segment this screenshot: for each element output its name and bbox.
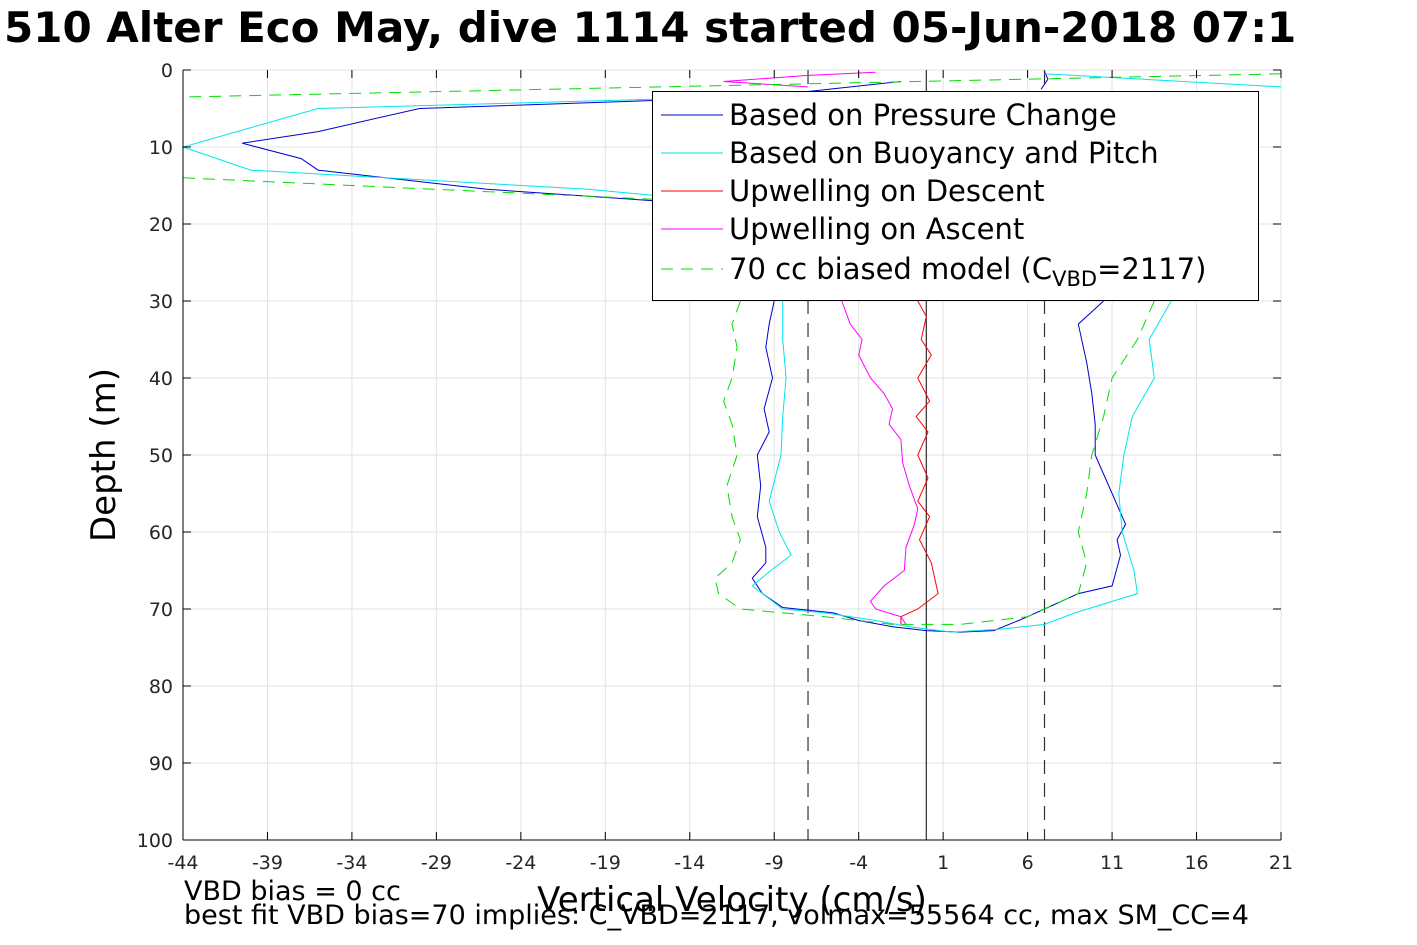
legend-item-upwelling-descent: Upwelling on Descent [653, 172, 1258, 210]
legend-label-pressure: Based on Pressure Change [729, 98, 1117, 132]
y-tick-label: 20 [149, 214, 173, 236]
y-tick-label: 100 [137, 830, 173, 852]
y-tick-label: 80 [149, 676, 173, 698]
x-tick-label: -4 [849, 852, 868, 874]
y-tick-label: 70 [149, 599, 173, 621]
series-line-1 [181, 92, 876, 198]
legend-swatch-upwelling-descent [661, 190, 723, 192]
legend-label-upwelling-ascent: Upwelling on Ascent [729, 212, 1025, 246]
legend-swatch-buoyancy [661, 152, 723, 154]
legend-swatch-biased-model [661, 268, 723, 270]
legend-label-biased-model: 70 cc biased model (CVBD=2117) [729, 252, 1207, 291]
legend-label-buoyancy: Based on Buoyancy and Pitch [729, 136, 1159, 170]
y-tick-label: 90 [149, 753, 173, 775]
series-line-2 [900, 300, 939, 625]
series-line-0 [751, 300, 1127, 633]
x-axis-label: Vertical Velocity (cm/s) [537, 880, 927, 920]
x-tick-label: -44 [167, 852, 198, 874]
series-line-4 [714, 300, 1155, 625]
y-axis-label: Depth (m) [84, 367, 124, 543]
y-tick-label: 40 [149, 368, 173, 390]
axes: -44 -39 -34 -29 -24 -19 -14 -9 -4 1 6 11 16 210102030… [137, 60, 1293, 874]
legend: Based on Pressure Change Based on Buoyan… [652, 91, 1259, 301]
series-line-1 [751, 300, 1172, 633]
x-tick-label: 21 [1269, 852, 1293, 874]
x-tick-label: 1 [937, 852, 949, 874]
best-fit-note: best fit VBD bias=70 implies: C_VBD=2117… [184, 900, 1249, 931]
y-tick-label: 50 [149, 445, 173, 467]
legend-swatch-upwelling-ascent [661, 228, 723, 230]
x-tick-label: -14 [674, 852, 705, 874]
y-tick-label: 10 [149, 137, 173, 159]
series-line-3 [723, 71, 876, 88]
y-tick-label: 0 [161, 60, 173, 82]
series-line-1 [1044, 73, 1282, 88]
legend-item-biased-model: 70 cc biased model (CVBD=2117) [653, 250, 1258, 291]
x-tick-label: -34 [336, 852, 367, 874]
x-tick-label: -19 [590, 852, 621, 874]
x-tick-label: 11 [1100, 852, 1124, 874]
x-tick-label: -9 [765, 852, 784, 874]
series-group [181, 71, 1282, 633]
x-tick-label: 6 [1022, 852, 1034, 874]
chart-title: 510 Alter Eco May, dive 1114 started 05-… [4, 3, 1297, 52]
legend-item-buoyancy: Based on Buoyancy and Pitch [653, 134, 1258, 172]
legend-item-upwelling-ascent: Upwelling on Ascent [653, 210, 1258, 248]
x-tick-label: -39 [252, 852, 283, 874]
series-line-3 [841, 300, 919, 625]
x-tick-label: 16 [1184, 852, 1208, 874]
series-line-4 [182, 73, 1282, 98]
legend-item-pressure: Based on Pressure Change [653, 96, 1258, 134]
x-tick-label: -24 [505, 852, 536, 874]
y-tick-label: 30 [149, 291, 173, 313]
series-line-4 [182, 177, 690, 202]
legend-label-upwelling-descent: Upwelling on Descent [729, 174, 1045, 208]
vbd-bias-note: VBD bias = 0 cc [184, 876, 401, 907]
legend-swatch-pressure [661, 114, 723, 116]
x-tick-label: -29 [421, 852, 452, 874]
y-tick-label: 60 [149, 522, 173, 544]
